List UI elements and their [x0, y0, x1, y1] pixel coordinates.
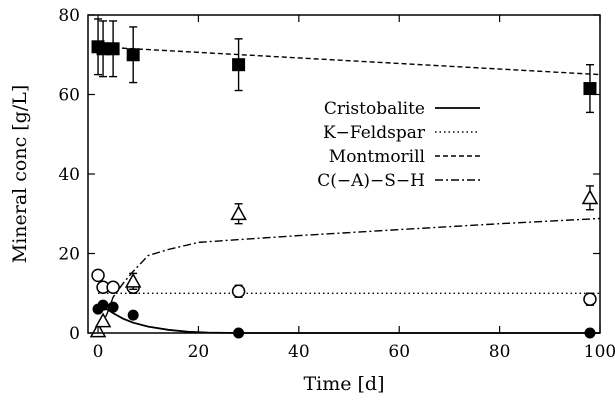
axis-ticks: 0 20 40 60 80 100 0 20 40 60 80 [58, 6, 615, 362]
data-point [231, 284, 246, 299]
data-point [94, 312, 112, 328]
data-point [91, 268, 105, 283]
legend: Cristobalite K−Feldspar Montmorill C(−A)−S−… [317, 99, 480, 191]
x-tick-label: 40 [288, 342, 310, 362]
x-tick-label: 20 [188, 342, 210, 362]
x-axis-title: Time [d] [303, 373, 384, 395]
data-point [127, 309, 139, 321]
y-tick-label: 60 [58, 86, 80, 106]
data-point [583, 82, 597, 96]
y-axis-title: Mineral conc [g/L] [9, 85, 31, 264]
data-point [97, 299, 109, 311]
y-tick-label: 20 [58, 245, 80, 265]
x-tick-label: 100 [584, 342, 615, 362]
data-point [96, 42, 110, 56]
legend-label: Cristobalite [324, 99, 425, 119]
data-point [583, 292, 597, 306]
data-point [126, 48, 140, 62]
x-tick-label: 80 [489, 342, 511, 362]
model-curve-3 [97, 217, 601, 332]
data-point [230, 205, 247, 221]
data-point [107, 301, 119, 313]
legend-label: K−Feldspar [323, 123, 426, 143]
legend-label: C(−A)−S−H [317, 171, 425, 191]
data-point [106, 42, 120, 56]
data-point [106, 280, 120, 295]
plot-layer [89, 18, 601, 339]
model-curve-2 [97, 46, 601, 76]
x-tick-label: 0 [93, 342, 104, 362]
y-tick-label: 40 [58, 165, 80, 185]
x-tick-label: 60 [388, 342, 410, 362]
model-curve-0 [97, 306, 600, 334]
data-point [232, 58, 246, 72]
legend-label: Montmorill [329, 147, 425, 167]
data-point [124, 272, 142, 288]
data-point [581, 189, 599, 205]
y-tick-label: 80 [58, 6, 80, 26]
y-tick-label: 0 [69, 324, 80, 344]
